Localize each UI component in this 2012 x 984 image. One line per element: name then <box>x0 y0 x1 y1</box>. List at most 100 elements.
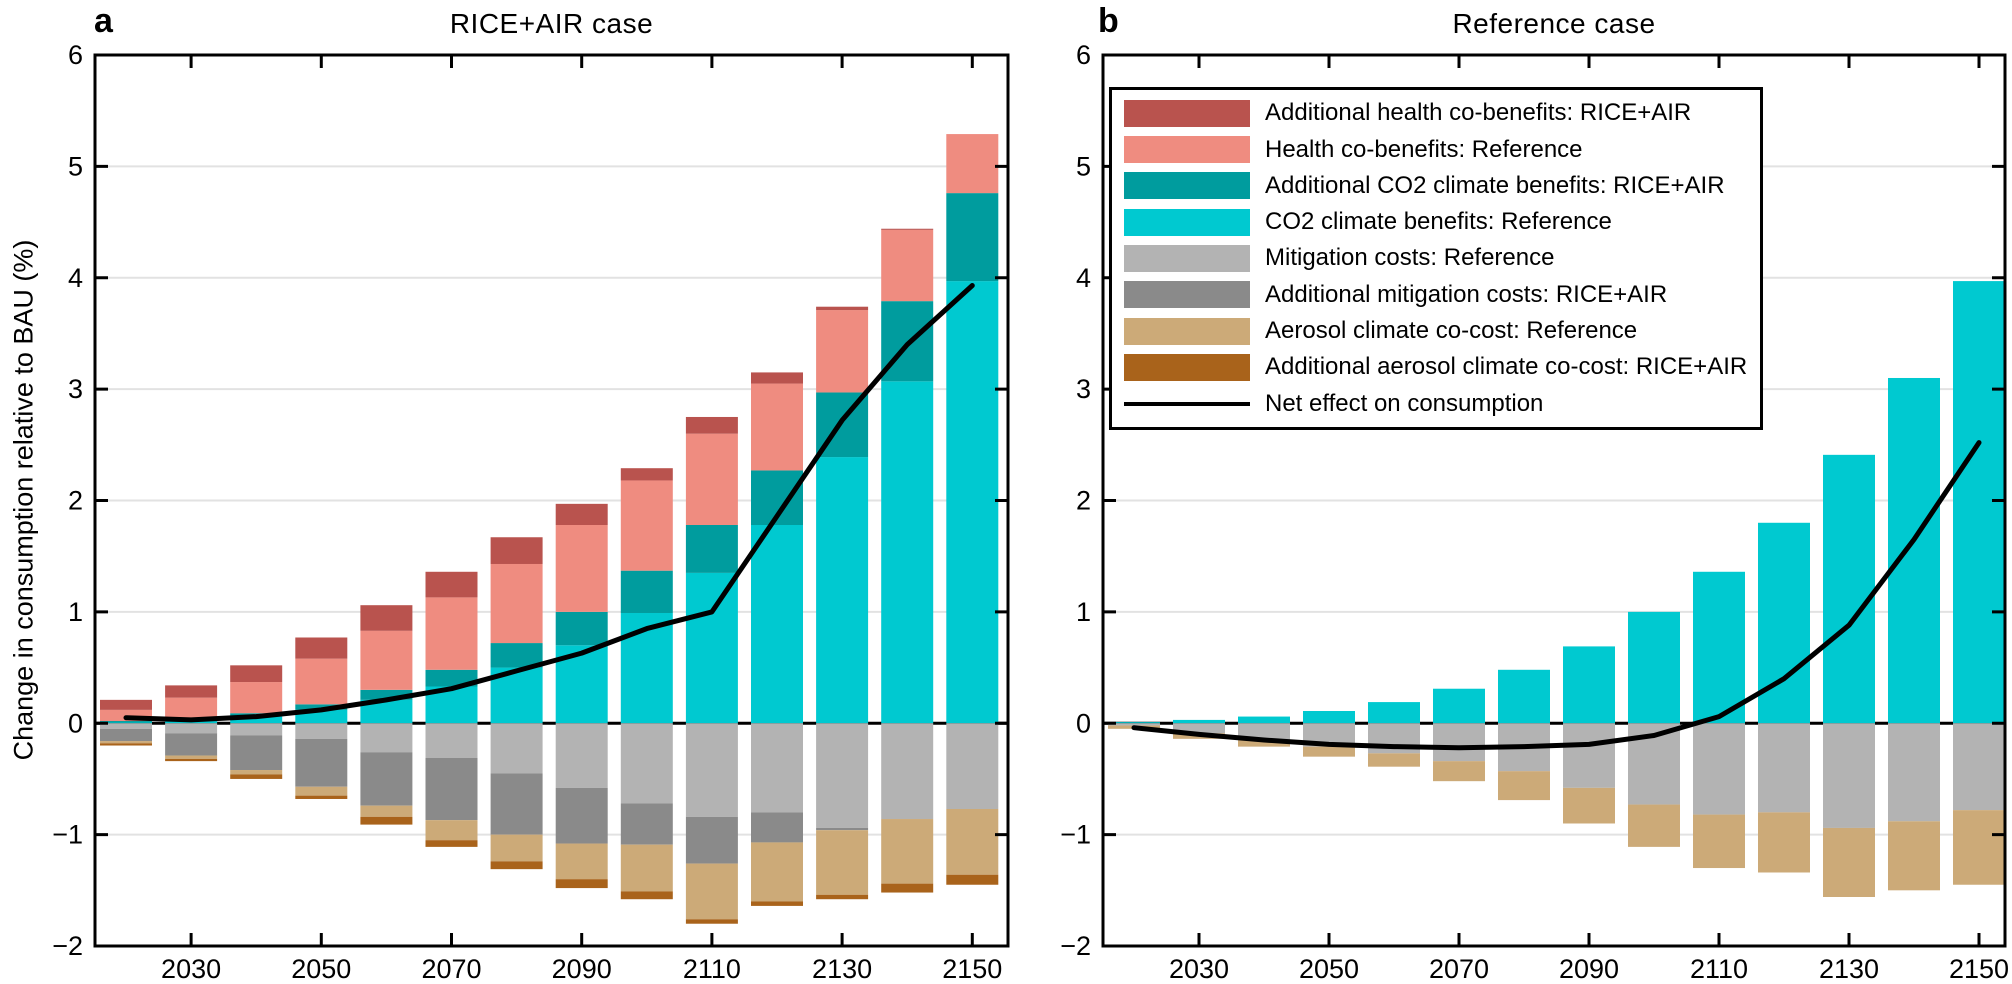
bar-segment-a-2060-salmon <box>360 630 413 690</box>
legend-item-label: Additional mitigation costs: RICE+AIR <box>1265 280 1668 308</box>
bar-segment-b-2120-cyan <box>1758 522 1810 724</box>
bar-segment-b-2150-tan <box>1953 810 2005 885</box>
bar-segment-a-2020-brown <box>100 743 152 746</box>
legend-item-label: Additional CO2 climate benefits: RICE+AI… <box>1265 171 1725 199</box>
bar-segment-b-2140-lightgray <box>1888 723 1940 822</box>
bar-segment-b-2070-tan <box>1433 761 1485 782</box>
legend-item: CO2 climate benefits: Reference <box>1124 205 1760 239</box>
bar-segment-a-2100-teal <box>620 570 673 613</box>
panel-a-letter: a <box>94 2 113 40</box>
bar-segment-b-2070-cyan <box>1433 688 1485 724</box>
bar-segment-a-2150-teal <box>946 193 999 282</box>
legend-item-label: CO2 climate benefits: Reference <box>1265 208 1612 236</box>
legend-item-label: Aerosol climate co-cost: Reference <box>1265 317 1638 345</box>
bar-segment-a-2130-salmon <box>816 310 869 393</box>
bar-segment-b-2090-tan <box>1563 787 1615 824</box>
x-tick-label: 2150 <box>1949 954 2009 984</box>
bar-segment-a-2030-lightgray <box>165 723 218 734</box>
x-tick-label: 2150 <box>942 954 1002 984</box>
bar-segment-a-2050-brown <box>295 795 348 799</box>
bar-segment-b-2090-lightgray <box>1563 723 1615 788</box>
x-tick-label: 2110 <box>683 954 741 984</box>
y-tick-label: 5 <box>68 151 83 181</box>
bar-segment-b-2080-tan <box>1498 771 1550 801</box>
bar-segment-a-2110-darkgray <box>685 816 738 864</box>
y-tick-label: −1 <box>52 820 83 850</box>
net-line-a <box>123 283 975 723</box>
bar-segment-a-2020-teal <box>100 721 152 723</box>
bar-segment-a-2100-tan <box>620 844 673 892</box>
legend: Additional health co-benefits: RICE+AIR H… <box>1109 87 1763 430</box>
y-tick-label: 1 <box>1076 597 1091 627</box>
bar-segment-a-2030-darkred <box>165 685 218 698</box>
bar-segment-b-2140-cyan <box>1888 377 1940 724</box>
legend-swatch-cyan <box>1124 208 1250 236</box>
bar-segment-a-2110-salmon <box>685 433 738 526</box>
legend-line-swatch <box>1124 401 1250 406</box>
bar-segment-b-2110-tan <box>1693 814 1745 869</box>
bar-segment-b-2060-tan <box>1368 753 1420 767</box>
bar-segment-a-2060-tan <box>360 805 413 817</box>
x-tick-label: 2050 <box>291 954 351 984</box>
bar-segment-a-2060-brown <box>360 816 413 825</box>
bar-segment-a-2120-lightgray <box>751 723 803 813</box>
x-tick-label: 2070 <box>1429 954 1489 984</box>
bar-segment-b-2110-lightgray <box>1693 723 1745 815</box>
legend-item-label: Additional aerosol climate co-cost: RICE… <box>1265 353 1748 381</box>
legend-swatch-darkgray <box>1124 281 1250 309</box>
bar-segment-a-2130-cyan <box>816 457 869 724</box>
bar-segment-b-2120-tan <box>1758 812 1810 873</box>
bar-segment-a-2040-darkgray <box>230 735 283 771</box>
x-tick-label: 2030 <box>1169 954 1229 984</box>
bar-segment-b-2080-cyan <box>1498 669 1550 724</box>
bar-segment-a-2040-brown <box>230 774 283 779</box>
x-tick-label: 2110 <box>1690 954 1748 984</box>
bar-segment-a-2030-brown <box>165 758 218 762</box>
bar-segment-a-2060-cyan <box>360 699 413 724</box>
bar-segment-a-2120-cyan <box>751 525 803 724</box>
bar-segment-a-2130-darkgray <box>816 827 869 831</box>
bar-segment-a-2100-salmon <box>620 480 673 571</box>
bar-segment-a-2090-brown <box>555 879 608 889</box>
bar-segment-b-2140-tan <box>1888 821 1940 891</box>
bar-segment-a-2040-salmon <box>230 682 283 714</box>
bar-segment-a-2120-brown <box>751 901 803 906</box>
net-line-b <box>1131 440 1982 751</box>
bar-segment-a-2150-brown <box>946 874 999 885</box>
bar-segment-a-2090-lightgray <box>555 723 608 788</box>
bar-segment-a-2070-brown <box>425 840 478 847</box>
bar-segment-a-2090-darkred <box>555 503 608 526</box>
legend-item-label: Additional health co-benefits: RICE+AIR <box>1265 99 1692 127</box>
x-tick-label: 2090 <box>552 954 612 984</box>
bar-segment-a-2140-tan <box>881 819 934 884</box>
bar-segment-a-2150-tan <box>946 809 999 875</box>
legend-swatch-salmon <box>1124 136 1250 164</box>
bar-segment-a-2020-lightgray <box>100 723 152 729</box>
bar-segment-a-2060-darkgray <box>360 752 413 806</box>
bar-segment-a-2130-tan <box>816 830 869 895</box>
y-tick-label: 4 <box>1076 263 1091 293</box>
bar-segment-a-2050-darkred <box>295 637 348 659</box>
bar-segment-a-2080-salmon <box>490 563 543 644</box>
bar-segment-a-2100-cyan <box>620 612 673 724</box>
bar-segment-b-2110-cyan <box>1693 571 1745 724</box>
bar-segment-b-2020-cyan <box>1108 722 1160 724</box>
bar-segment-a-2050-lightgray <box>295 723 348 739</box>
bar-segment-a-2120-darkgray <box>751 812 803 843</box>
bar-segment-a-2060-darkred <box>360 605 413 631</box>
bar-segment-b-2100-tan <box>1628 804 1680 847</box>
bar-segment-a-2020-tan <box>100 741 152 744</box>
bar-segment-a-2050-salmon <box>295 658 348 705</box>
bar-segment-a-2020-darkgray <box>100 728 152 742</box>
bar-segment-a-2050-darkgray <box>295 738 348 787</box>
bar-segment-a-2080-darkgray <box>490 773 543 835</box>
y-tick-label: 6 <box>1076 40 1091 70</box>
bar-segment-b-2040-lightgray <box>1238 723 1290 740</box>
y-tick-label: 0 <box>68 708 83 738</box>
bar-segment-a-2040-cyan <box>230 716 283 724</box>
panel-b-title: Reference case <box>1452 8 1656 39</box>
y-tick-label: 0 <box>1076 708 1091 738</box>
y-tick-label: −2 <box>52 931 83 961</box>
bar-segment-b-2070-lightgray <box>1433 723 1485 762</box>
